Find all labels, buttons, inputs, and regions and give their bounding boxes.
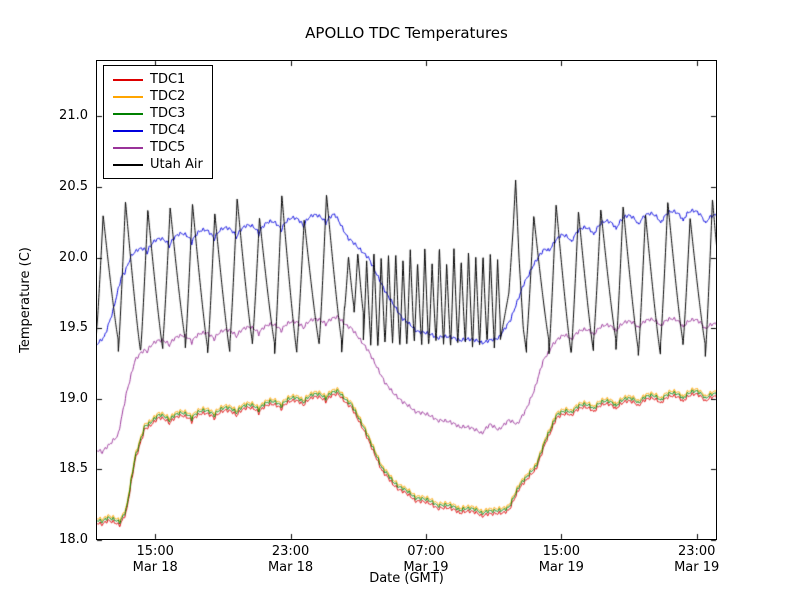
x-tick-time: 15:00 (136, 544, 174, 559)
legend-entry-tdc1: TDC1 (113, 71, 203, 88)
y-tick-label: 21.0 (59, 108, 88, 124)
legend-label: Utah Air (150, 157, 203, 172)
x-tick-date: Mar 18 (132, 560, 178, 575)
legend-entry-tdc5: TDC5 (113, 139, 203, 156)
legend-line-swatch (113, 163, 143, 166)
legend-line-swatch (113, 146, 143, 149)
legend-entry-tdc2: TDC2 (113, 88, 203, 105)
x-tick-label: 23:00 Mar 19 (652, 544, 742, 576)
legend-label: TDC5 (150, 140, 186, 155)
x-tick-time: 15:00 (542, 544, 581, 559)
legend-label: TDC3 (150, 106, 186, 121)
y-tick-label: 20.5 (59, 179, 88, 195)
y-tick-label: 20.0 (59, 249, 88, 265)
x-tick-date: Mar 19 (674, 560, 720, 575)
y-tick-label: 18.5 (59, 461, 88, 477)
legend-line-swatch (113, 112, 143, 115)
legend-label: TDC1 (150, 72, 186, 87)
legend-entry-utah-air: Utah Air (113, 156, 203, 173)
legend-line-swatch (113, 95, 143, 98)
y-tick-label: 19.0 (59, 390, 88, 406)
legend-label: TDC2 (150, 89, 186, 104)
x-tick-time: 23:00 (677, 544, 716, 559)
y-tick-label: 19.5 (59, 320, 88, 336)
x-tick-label: 15:00 Mar 18 (110, 544, 200, 576)
y-axis-label: Temperature (C) (18, 247, 33, 353)
legend-line-swatch (113, 129, 143, 132)
x-tick-label: 07:00 Mar 19 (381, 544, 471, 576)
x-axis-label: Date (GMT) (369, 571, 444, 586)
chart-title: APOLLO TDC Temperatures (305, 24, 508, 42)
x-tick-time: 23:00 (271, 544, 310, 559)
x-tick-date: Mar 19 (403, 560, 449, 575)
x-tick-label: 15:00 Mar 19 (516, 544, 606, 576)
x-tick-date: Mar 18 (267, 560, 314, 575)
legend-entry-tdc4: TDC4 (113, 122, 203, 139)
legend-entry-tdc3: TDC3 (113, 105, 203, 122)
legend: TDC1 TDC2 TDC3 TDC4 TDC5 Utah Air (103, 65, 213, 179)
legend-label: TDC4 (150, 123, 186, 138)
y-tick-label: 18.0 (59, 532, 88, 547)
x-tick-time: 07:00 (407, 544, 445, 559)
legend-line-swatch (113, 78, 143, 81)
x-tick-date: Mar 19 (538, 560, 584, 575)
x-tick-label: 23:00 Mar 18 (246, 544, 336, 576)
